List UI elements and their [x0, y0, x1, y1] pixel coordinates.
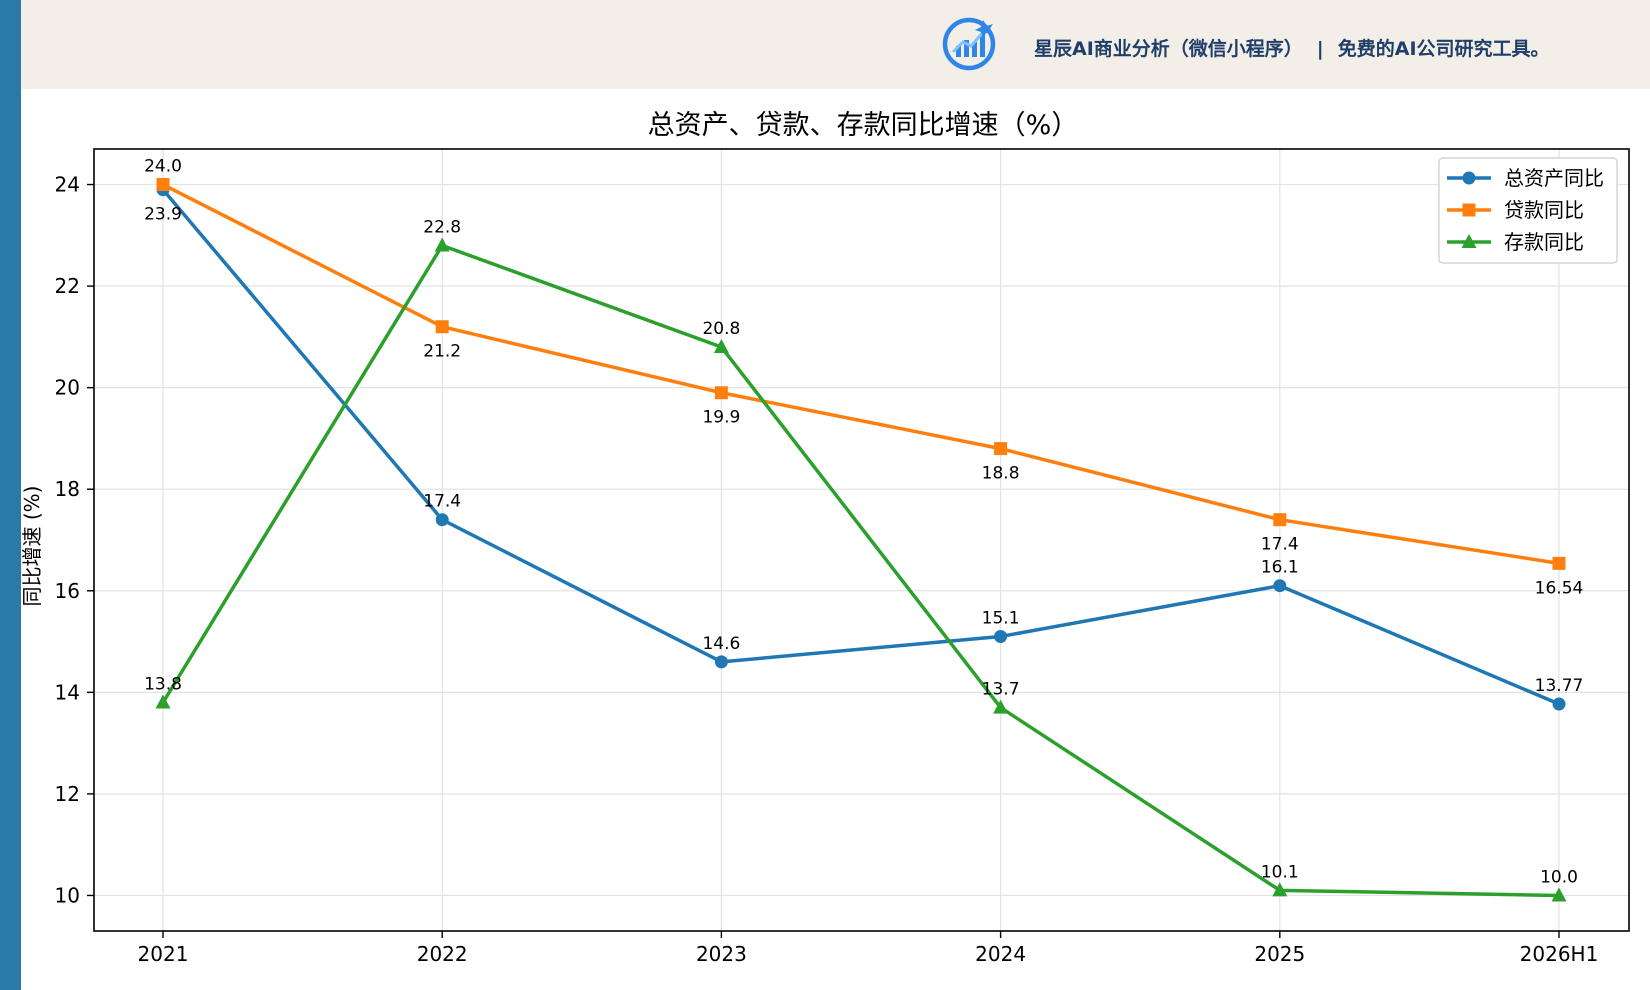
x-tick-label: 2024	[975, 942, 1026, 966]
data-point-circle	[435, 513, 449, 527]
brand-logo-icon	[942, 17, 996, 71]
data-label: 15.1	[982, 608, 1020, 628]
series-line	[161, 243, 1560, 898]
data-point-square	[435, 320, 449, 334]
x-tick-label: 2021	[138, 942, 189, 966]
data-point-circle	[714, 655, 728, 669]
data-point-circle	[994, 629, 1008, 643]
series-line	[162, 182, 1560, 566]
series-2	[156, 178, 1566, 570]
data-point-circle	[1462, 171, 1476, 185]
legend-label: 贷款同比	[1504, 198, 1584, 222]
data-point-triangle	[1272, 882, 1288, 897]
data-label: 17.4	[1261, 535, 1299, 555]
legend-item-2: 贷款同比	[1447, 198, 1584, 222]
data-point-triangle	[993, 699, 1009, 714]
legend-item-1: 总资产同比	[1447, 166, 1604, 190]
series-1	[156, 183, 1566, 711]
brand-tagline: 免费的AI公司研究工具。	[1337, 38, 1550, 60]
data-label: 23.9	[144, 205, 182, 225]
series-layer	[155, 178, 1567, 902]
y-tick-label: 16	[55, 579, 80, 603]
data-label: 16.54	[1535, 578, 1584, 598]
data-label: 16.1	[1261, 558, 1299, 578]
data-label-layer: 23.9 17.4 14.6 15.1 16.1 13.77 24.0 21.2 19.9 18.…	[144, 157, 1583, 888]
data-label: 13.77	[1535, 676, 1584, 696]
data-point-triangle	[1551, 887, 1567, 902]
brand-separator: |	[1316, 38, 1324, 60]
x-tick-label: 2026H1	[1520, 942, 1599, 966]
y-tick-label: 14	[55, 680, 80, 704]
legend-label: 存款同比	[1504, 230, 1584, 254]
y-tick-label: 10	[55, 883, 80, 907]
brand-text: 星辰AI商业分析（微信小程序） | 免费的AI公司研究工具。	[1034, 34, 1550, 61]
y-tick-label: 18	[55, 477, 80, 501]
x-tick-label: 2022	[417, 942, 468, 966]
data-point-square	[714, 386, 728, 400]
data-label: 20.8	[702, 319, 740, 339]
chart-title: 总资产、贷款、存款同比增速（%）	[648, 110, 1079, 141]
y-tick-label: 22	[55, 274, 80, 298]
y-tick-label: 20	[55, 376, 80, 400]
legend-item-3: 存款同比	[1447, 230, 1584, 254]
y-tick-label: 12	[55, 782, 80, 806]
brand-app-name: 星辰AI商业分析（微信小程序）	[1034, 38, 1303, 60]
left-accent-stripe	[0, 0, 21, 990]
grid-layer	[94, 149, 1629, 931]
data-label: 10.1	[1261, 862, 1299, 882]
data-point-square	[1273, 513, 1287, 527]
y-tick-label: 24	[55, 173, 80, 197]
data-label: 22.8	[423, 217, 461, 237]
top-banner: 星辰AI商业分析（微信小程序） | 免费的AI公司研究工具。	[21, 0, 1650, 89]
data-point-circle	[1552, 697, 1566, 711]
data-point-square	[156, 178, 170, 192]
data-point-triangle	[155, 694, 171, 709]
data-label: 18.8	[982, 464, 1020, 484]
data-point-square	[1462, 203, 1476, 217]
data-label: 21.2	[423, 342, 461, 362]
y-axis-label: 同比增速 (%)	[20, 486, 44, 607]
data-label: 10.0	[1540, 867, 1578, 887]
data-point-circle	[1273, 579, 1287, 593]
legend-label: 总资产同比	[1504, 166, 1604, 190]
data-label: 24.0	[144, 157, 182, 177]
legend-box	[1438, 157, 1618, 264]
data-point-triangle	[1461, 234, 1477, 248]
x-tick-label: 2023	[696, 942, 747, 966]
data-point-square	[1552, 556, 1566, 570]
series-3	[155, 237, 1567, 902]
data-point-triangle	[713, 339, 729, 354]
series-line	[161, 188, 1560, 706]
data-label: 13.7	[982, 680, 1020, 700]
data-label: 19.9	[702, 408, 740, 428]
data-label: 14.6	[702, 634, 740, 654]
plot-frame	[93, 148, 1630, 932]
data-label: 17.4	[423, 492, 461, 512]
data-point-square	[994, 442, 1008, 456]
data-label: 13.8	[144, 674, 182, 694]
x-tick-label: 2025	[1254, 942, 1305, 966]
data-point-triangle	[434, 237, 450, 252]
